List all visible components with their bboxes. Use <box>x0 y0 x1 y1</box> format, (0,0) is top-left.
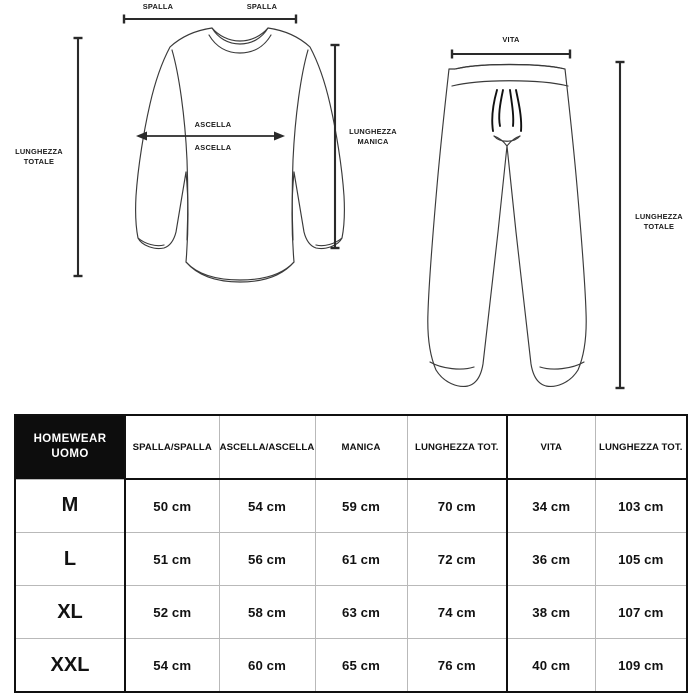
sweatshirt-illustration <box>135 27 345 283</box>
chest-measure-arrow <box>136 131 285 141</box>
waist-measure-line <box>450 49 572 59</box>
shoulder-measure-line <box>122 14 298 24</box>
size-label-m: M <box>14 478 126 533</box>
shirt-total-length-measure-line <box>73 36 83 278</box>
size-chart-table: HOMEWEAR UOMO SPALLA/SPALLA ASCELLA/ASCELL… <box>14 414 688 693</box>
jogger-pants-illustration <box>427 63 587 387</box>
table-header-row: HOMEWEAR UOMO SPALLA/SPALLA ASCELLA/ASCELL… <box>14 414 688 480</box>
column-header-5: VITA <box>506 414 596 480</box>
size-chart-table-wrap: HOMEWEAR UOMO SPALLA/SPALLA ASCELLA/ASCELL… <box>14 414 688 693</box>
garment-diagram-svg <box>73 14 625 390</box>
column-header-2: ASCELLA/ASCELLA <box>218 414 316 480</box>
cell-xxl-col2: 60 cm <box>218 638 316 693</box>
cell-xl-col6: 107 cm <box>594 585 688 639</box>
cell-xxl-col3: 65 cm <box>314 638 408 693</box>
pants-total-length-measure-line <box>615 60 625 390</box>
label-lunghezza-totale-pants: LUNGHEZZA TOTALE <box>635 212 683 231</box>
table-row: M 50 cm 54 cm 59 cm 70 cm 34 cm 103 cm <box>14 478 688 533</box>
table-row: L 51 cm 56 cm 61 cm 72 cm 36 cm 105 cm <box>14 532 688 586</box>
cell-m-col5: 34 cm <box>506 478 596 533</box>
label-spalla-right: SPALLA <box>246 2 278 11</box>
column-header-4: LUNGHEZZA TOT. <box>406 414 508 480</box>
sleeve-length-measure-line <box>330 43 340 250</box>
label-spalla-left: SPALLA <box>142 2 174 11</box>
cell-l-col1: 51 cm <box>124 532 220 586</box>
label-ascella-top: ASCELLA <box>194 120 232 129</box>
cell-xl-col1: 52 cm <box>124 585 220 639</box>
size-label-xl: XL <box>14 585 126 639</box>
cell-xl-col4: 74 cm <box>406 585 508 639</box>
cell-xxl-col4: 76 cm <box>406 638 508 693</box>
cell-l-col3: 61 cm <box>314 532 408 586</box>
column-header-1: SPALLA/SPALLA <box>124 414 220 480</box>
cell-m-col3: 59 cm <box>314 478 408 533</box>
label-lunghezza-totale-shirt: LUNGHEZZA TOTALE <box>15 147 63 166</box>
cell-m-col4: 70 cm <box>406 478 508 533</box>
label-lunghezza-manica: LUNGHEZZA MANICA <box>349 127 397 146</box>
cell-l-col4: 72 cm <box>406 532 508 586</box>
label-vita: VITA <box>502 35 520 44</box>
table-corner-label: HOMEWEAR UOMO <box>14 414 126 480</box>
cell-xl-col5: 38 cm <box>506 585 596 639</box>
garment-diagram-area: SPALLA SPALLA ASCELLA ASCELLA LUNGHEZZA … <box>15 2 683 390</box>
cell-l-col6: 105 cm <box>594 532 688 586</box>
cell-xl-col2: 58 cm <box>218 585 316 639</box>
cell-l-col2: 56 cm <box>218 532 316 586</box>
table-row: XXL 54 cm 60 cm 65 cm 76 cm 40 cm 109 cm <box>14 638 688 693</box>
cell-xxl-col1: 54 cm <box>124 638 220 693</box>
cell-xxl-col5: 40 cm <box>506 638 596 693</box>
column-header-3: MANICA <box>314 414 408 480</box>
table-row: XL 52 cm 58 cm 63 cm 74 cm 38 cm 107 cm <box>14 585 688 639</box>
label-ascella-bottom: ASCELLA <box>194 143 232 152</box>
size-label-l: L <box>14 532 126 586</box>
cell-xxl-col6: 109 cm <box>594 638 688 693</box>
cell-m-col1: 50 cm <box>124 478 220 533</box>
size-label-xxl: XXL <box>14 638 126 693</box>
column-header-6: LUNGHEZZA TOT. <box>594 414 688 480</box>
cell-xl-col3: 63 cm <box>314 585 408 639</box>
cell-m-col6: 103 cm <box>594 478 688 533</box>
cell-m-col2: 54 cm <box>218 478 316 533</box>
cell-l-col5: 36 cm <box>506 532 596 586</box>
